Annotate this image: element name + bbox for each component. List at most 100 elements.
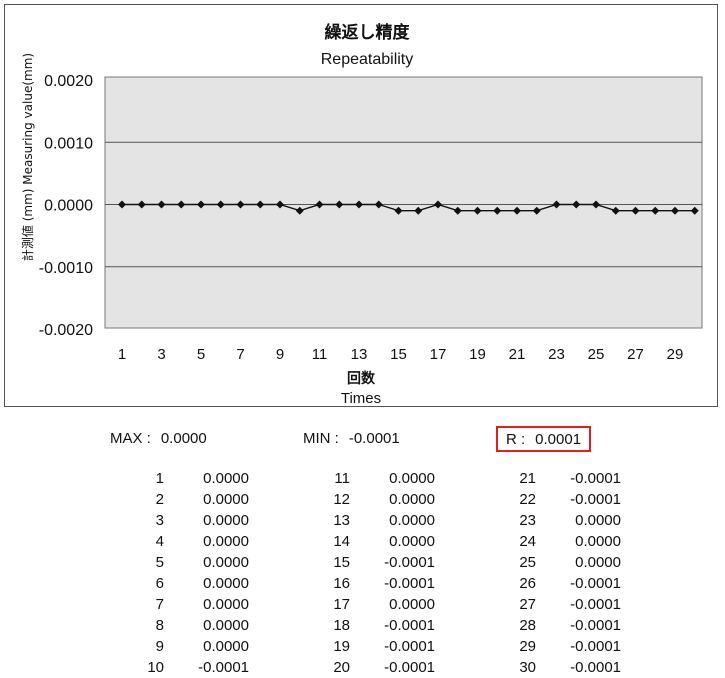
- x-tick-label: 27: [627, 346, 644, 363]
- y-tick-label: -0.0010: [39, 260, 93, 277]
- data-point: [374, 200, 383, 209]
- table-row: 14 0.0000: [320, 531, 435, 552]
- row-index: 21: [519, 470, 536, 487]
- table-row: 15 -0.0001: [320, 552, 435, 573]
- table-row: 6 0.0000: [134, 573, 249, 594]
- row-index: 18: [333, 617, 350, 634]
- data-point: [671, 206, 679, 215]
- stat-range: R : 0.0001: [496, 426, 592, 452]
- row-value: -0.0001: [384, 638, 435, 655]
- x-tick-label: 3: [157, 346, 165, 363]
- row-value: -0.0001: [384, 554, 435, 571]
- row-value: 0.0000: [203, 596, 249, 613]
- stat-min-value: -0.0001: [348, 430, 400, 447]
- row-index: 10: [147, 659, 164, 676]
- row-index: 30: [519, 659, 536, 676]
- row-index: 29: [519, 638, 536, 655]
- data-point: [137, 200, 146, 209]
- y-axis-label: 計測値 (mm) Measuring value(mm): [20, 53, 35, 261]
- table-row: 17 0.0000: [320, 594, 435, 615]
- row-index: 7: [155, 596, 164, 613]
- data-point: [513, 206, 521, 215]
- row-value: -0.0001: [570, 491, 621, 508]
- data-point: [177, 200, 186, 209]
- x-axis-label: 回数: [347, 370, 376, 387]
- table-row: 2 0.0000: [134, 489, 249, 510]
- row-value: -0.0001: [570, 617, 621, 634]
- data-point: [592, 200, 600, 209]
- data-point: [256, 200, 265, 209]
- row-value: 0.0000: [389, 533, 435, 550]
- row-value: -0.0001: [570, 596, 621, 613]
- data-point: [276, 200, 284, 209]
- row-value: 0.0000: [203, 491, 249, 508]
- data-point: [572, 200, 581, 209]
- table-row: 27 -0.0001: [506, 594, 621, 615]
- table-row: 20 -0.0001: [320, 657, 435, 678]
- row-value: -0.0001: [570, 638, 621, 655]
- row-value: -0.0001: [570, 470, 621, 487]
- row-index: 17: [333, 596, 350, 613]
- table-row: 30 -0.0001: [506, 657, 621, 678]
- row-index: 26: [519, 575, 536, 592]
- table-row: 23 0.0000: [506, 510, 621, 531]
- x-tick-label: 1: [118, 346, 126, 363]
- row-value: 0.0000: [389, 596, 435, 613]
- chart-subtitle: Repeatability: [321, 51, 414, 68]
- row-value: 0.0000: [203, 512, 249, 529]
- stat-max: MAX : 0.0000: [110, 430, 207, 447]
- table-row: 18 -0.0001: [320, 615, 435, 636]
- table-row: 19 -0.0001: [320, 636, 435, 657]
- table-row: 21 -0.0001: [506, 468, 621, 489]
- data-point: [295, 206, 304, 215]
- row-index: 14: [333, 533, 350, 550]
- data-point: [236, 200, 245, 209]
- row-index: 12: [333, 491, 350, 508]
- data-point: [434, 200, 442, 209]
- row-value: 0.0000: [575, 512, 621, 529]
- table-row: 22 -0.0001: [506, 489, 621, 510]
- table-column-1: 1 0.0000 2 0.0000 3 0.0000 4 0.0000 5 0.0000 …: [134, 468, 249, 678]
- table-row: 10 -0.0001: [134, 657, 249, 678]
- x-tick-label: 9: [276, 346, 284, 363]
- y-tick-labels: 0.0020 0.0010 0.0000 -0.0010 -0.0020: [39, 73, 93, 339]
- data-point: [651, 206, 660, 215]
- row-value: -0.0001: [384, 617, 435, 634]
- data-point: [197, 200, 205, 209]
- row-index: 19: [333, 638, 350, 655]
- table-row: 25 0.0000: [506, 552, 621, 573]
- data-point: [315, 200, 324, 209]
- row-index: 5: [155, 554, 164, 571]
- table-row: 4 0.0000: [134, 531, 249, 552]
- row-index: 3: [155, 512, 164, 529]
- data-points: [118, 200, 699, 215]
- row-index: 25: [519, 554, 536, 571]
- data-point: [552, 200, 561, 209]
- row-index: 16: [333, 575, 350, 592]
- row-value: 0.0000: [575, 533, 621, 550]
- data-point: [631, 206, 640, 215]
- stat-range-label: R :: [506, 431, 526, 448]
- row-index: 6: [155, 575, 164, 592]
- x-tick-label: 13: [351, 346, 368, 363]
- row-index: 23: [519, 512, 536, 529]
- table-row: 16 -0.0001: [320, 573, 435, 594]
- row-index: 15: [333, 554, 350, 571]
- row-value: -0.0001: [570, 575, 621, 592]
- data-point: [611, 206, 620, 215]
- table-row: 8 0.0000: [134, 615, 249, 636]
- table-row: 26 -0.0001: [506, 573, 621, 594]
- table-row: 28 -0.0001: [506, 615, 621, 636]
- row-value: 0.0000: [203, 533, 249, 550]
- data-point: [690, 206, 699, 215]
- stat-min-label: MIN :: [303, 430, 339, 447]
- plot-area: [104, 76, 703, 329]
- x-tick-label: 21: [509, 346, 526, 363]
- row-index: 2: [155, 491, 164, 508]
- row-value: -0.0001: [570, 659, 621, 676]
- x-tick-label: 23: [548, 346, 565, 363]
- row-value: 0.0000: [203, 554, 249, 571]
- table-row: 29 -0.0001: [506, 636, 621, 657]
- row-value: 0.0000: [575, 554, 621, 571]
- row-value: 0.0000: [389, 512, 435, 529]
